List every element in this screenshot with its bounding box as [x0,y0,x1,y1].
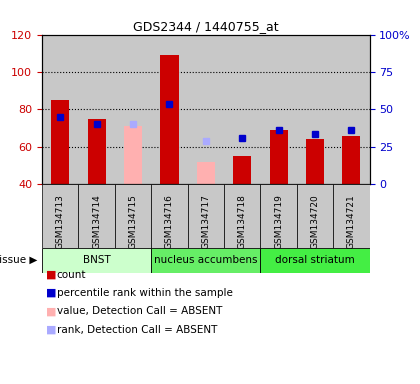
Bar [233,156,251,184]
Bar [224,35,260,184]
Text: value, Detection Call = ABSENT: value, Detection Call = ABSENT [57,306,222,316]
Bar [151,248,260,273]
Bar [42,184,79,248]
Bar [197,162,215,184]
Text: percentile rank within the sample: percentile rank within the sample [57,288,233,298]
Bar [79,184,115,248]
Text: rank, Detection Call = ABSENT: rank, Detection Call = ABSENT [57,325,217,335]
Bar [42,35,79,184]
Bar [224,184,260,248]
Bar [51,100,69,184]
Title: GDS2344 / 1440755_at: GDS2344 / 1440755_at [133,20,278,33]
Bar [115,35,151,184]
Bar [333,35,370,184]
Bar [151,184,188,248]
Text: ■: ■ [46,306,57,316]
Bar [160,55,178,184]
Text: dorsal striatum: dorsal striatum [275,255,355,265]
Bar [124,126,142,184]
Bar [297,184,333,248]
Bar [306,139,324,184]
Text: ■: ■ [46,270,57,280]
Text: count: count [57,270,86,280]
Bar [297,35,333,184]
Bar [42,248,151,273]
Text: GSM134717: GSM134717 [201,194,210,249]
Bar [188,35,224,184]
Text: GSM134720: GSM134720 [310,194,320,248]
Bar [260,248,370,273]
Text: tissue ▶: tissue ▶ [0,255,38,265]
Text: GSM134718: GSM134718 [238,194,247,249]
Bar [342,136,360,184]
Text: GSM134713: GSM134713 [56,194,65,249]
Bar [115,184,151,248]
Text: ■: ■ [46,325,57,335]
Bar [87,119,106,184]
Bar [260,184,297,248]
Bar [151,35,188,184]
Text: GSM134721: GSM134721 [347,194,356,248]
Text: GSM134719: GSM134719 [274,194,283,249]
Text: GSM134715: GSM134715 [129,194,137,249]
Bar [188,184,224,248]
Bar [333,184,370,248]
Text: GSM134714: GSM134714 [92,194,101,248]
Text: nucleus accumbens: nucleus accumbens [154,255,257,265]
Bar [260,35,297,184]
Text: BNST: BNST [83,255,110,265]
Bar [79,35,115,184]
Bar [270,130,288,184]
Text: ■: ■ [46,288,57,298]
Text: GSM134716: GSM134716 [165,194,174,249]
